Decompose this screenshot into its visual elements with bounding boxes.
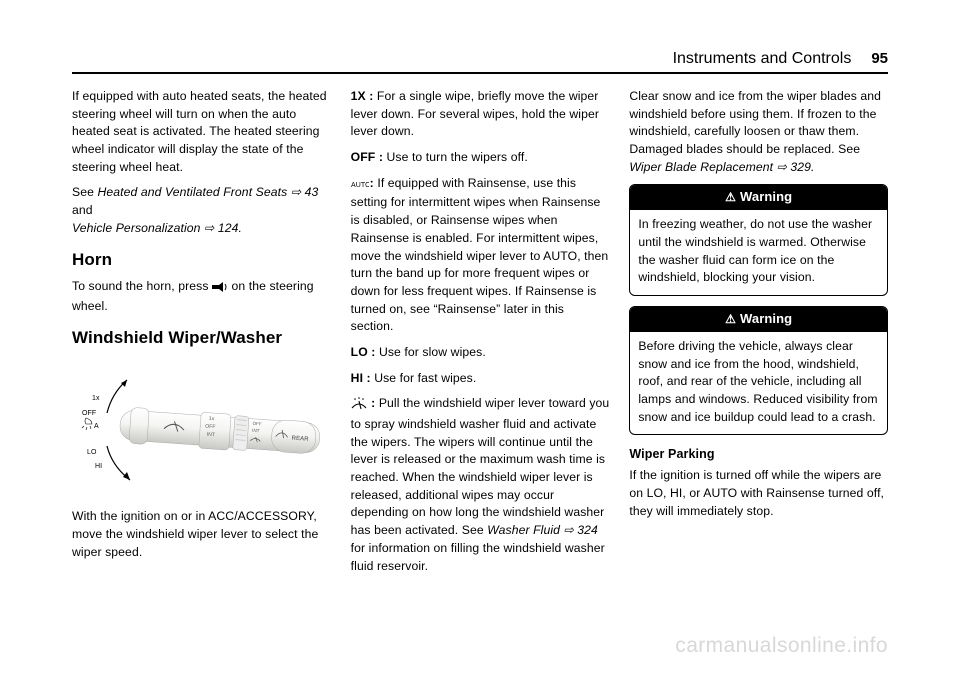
page-number: 95 (871, 50, 888, 67)
see-prefix: See (72, 185, 97, 199)
column-2: 1X : For a single wipe, briefly move the… (351, 88, 610, 583)
wiper-heading: Windshield Wiper/Washer (72, 326, 331, 351)
setting-hi: HI : Use for fast wipes. (351, 370, 610, 388)
fig-label-1x: 1x (92, 395, 100, 402)
svg-text:AUTO: AUTO (351, 182, 369, 189)
ref-page-324: ⇨ 324 (560, 523, 598, 537)
warning-body-1: In freezing weather, do not use the wash… (630, 210, 887, 295)
setting-washer: : Pull the windshield wiper lever toward… (351, 395, 610, 575)
wiper-stalk-figure: 1x OFF A LO HI (72, 358, 331, 498)
text-washer-tail: for information on filling the windshiel… (351, 541, 605, 573)
ref-page-124: ⇨ 124. (201, 221, 242, 235)
clear-snow-text: Clear snow and ice from the wiper blades… (629, 88, 888, 176)
ref-page-329: ⇨ 329. (773, 160, 814, 174)
and-text: and (72, 203, 93, 217)
washer-icon (351, 397, 367, 416)
see-reference-1: See Heated and Ventilated Front Seats ⇨ … (72, 184, 331, 237)
auto-icon: AUTO (351, 177, 369, 195)
setting-off: OFF : Use to turn the wipers off. (351, 149, 610, 167)
setting-auto: AUTO: If equipped with Rainsense, use th… (351, 175, 610, 336)
column-3: Clear snow and ice from the wiper blades… (629, 88, 888, 583)
svg-text:1x: 1x (209, 416, 215, 422)
text-auto: If equipped with Rainsense, use this set… (351, 176, 609, 334)
ref-link-blade-replacement: Wiper Blade Replacement (629, 160, 773, 174)
page-header: Instruments and Controls 95 (72, 50, 888, 74)
svg-text:OFF: OFF (205, 424, 216, 431)
washer-colon: : (368, 396, 376, 410)
warning-head-2: ⚠ Warning (630, 307, 887, 332)
warning-head-1: ⚠ Warning (630, 185, 887, 210)
ref-link-personalization: Vehicle Personalization (72, 221, 201, 235)
wiper-parking-heading: Wiper Parking (629, 445, 888, 463)
warning-box-2: ⚠ Warning Before driving the vehicle, al… (629, 306, 888, 435)
svg-text:OFF: OFF (252, 421, 262, 427)
section-title: Instruments and Controls (673, 50, 852, 68)
content-columns: If equipped with auto heated seats, the … (72, 88, 888, 583)
horn-heading: Horn (72, 248, 331, 273)
page: Instruments and Controls 95 If equipped … (0, 0, 960, 678)
svg-text:INT: INT (206, 432, 215, 439)
warning-body-2: Before driving the vehicle, always clear… (630, 332, 887, 434)
svg-text:A: A (94, 423, 99, 430)
text-1x: For a single wipe, briefly move the wipe… (351, 89, 599, 138)
svg-text:REAR: REAR (291, 436, 309, 443)
warning-title-2: Warning (740, 310, 792, 329)
fig-label-auto: A (82, 418, 99, 430)
label-hi: HI : (351, 371, 371, 385)
text-off: Use to turn the wipers off. (383, 150, 528, 164)
text-washer: Pull the windshield wiper lever toward y… (351, 396, 610, 537)
setting-lo: LO : Use for slow wipes. (351, 344, 610, 362)
svg-text:INT: INT (252, 428, 260, 434)
label-1x: 1X : (351, 89, 374, 103)
wiper-intro-text: With the ignition on or in ACC/ACCESSORY… (72, 508, 331, 561)
ref-page-43: ⇨ 43 (287, 185, 318, 199)
auto-heated-text: If equipped with auto heated seats, the … (72, 88, 331, 176)
fig-label-off: OFF (82, 410, 96, 417)
warning-box-1: ⚠ Warning In freezing weather, do not us… (629, 184, 888, 296)
horn-icon (212, 280, 228, 298)
ref-link-washer-fluid: Washer Fluid (487, 523, 560, 537)
column-1: If equipped with auto heated seats, the … (72, 88, 331, 583)
warning-triangle-icon: ⚠ (725, 189, 736, 206)
warning-title-1: Warning (740, 188, 792, 207)
ref-link-heated-seats: Heated and Ventilated Front Seats (97, 185, 287, 199)
text-hi: Use for fast wipes. (371, 371, 477, 385)
setting-1x: 1X : For a single wipe, briefly move the… (351, 88, 610, 141)
auto-colon: : (370, 176, 374, 190)
label-lo: LO : (351, 345, 376, 359)
fig-label-lo: LO (87, 449, 97, 456)
warning-triangle-icon: ⚠ (725, 311, 736, 328)
label-off: OFF : (351, 150, 383, 164)
wiper-parking-text: If the ignition is turned off while the … (629, 467, 888, 520)
horn-text-a: To sound the horn, press (72, 279, 212, 293)
text-lo: Use for slow wipes. (375, 345, 485, 359)
horn-text: To sound the horn, press on the steering… (72, 278, 331, 315)
clear-snow-body: Clear snow and ice from the wiper blades… (629, 89, 881, 156)
watermark: carmanualsonline.info (675, 634, 888, 658)
fig-label-hi: HI (95, 463, 102, 470)
